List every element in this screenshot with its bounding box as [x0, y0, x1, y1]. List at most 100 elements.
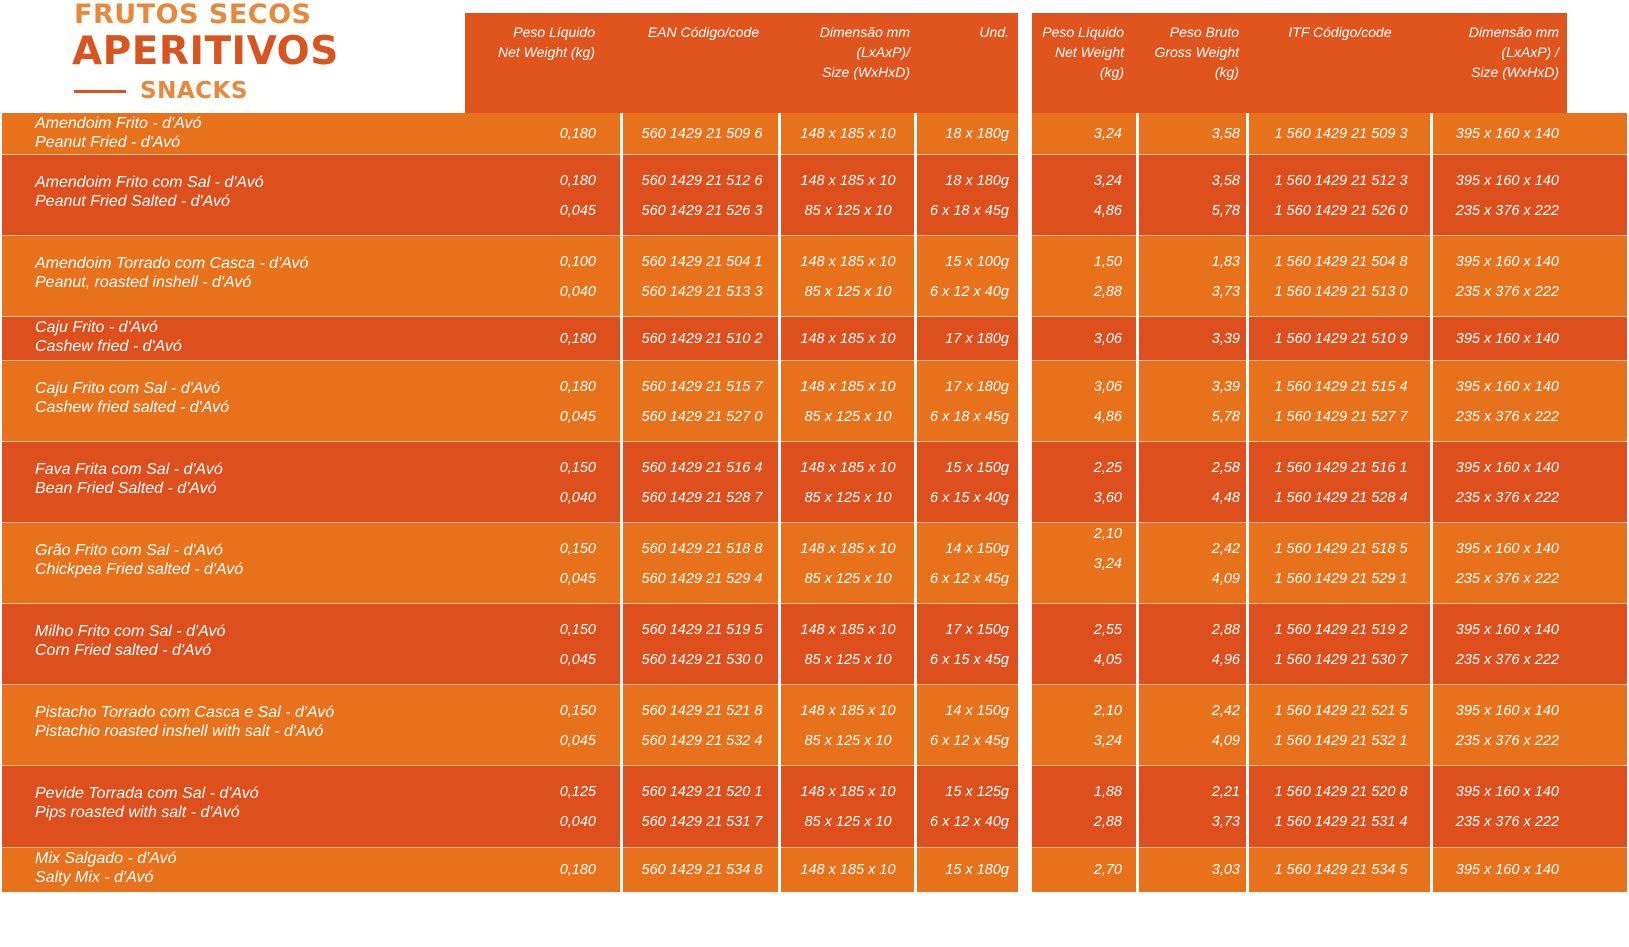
cell-dim: 85 x 125 x 10 — [804, 652, 892, 668]
cell-bdim: 235 x 376 x 222 — [1455, 409, 1559, 425]
product-name-en: Peanut Fried Salted - d'Avó — [35, 193, 230, 210]
cell-bdim: 395 x 160 x 140 — [1455, 862, 1559, 878]
product-name-en: Peanut Fried - d'Avó — [35, 134, 181, 151]
cell-itf: 1 560 1429 21 518 5 — [1274, 541, 1408, 557]
cell-itf: 1 560 1429 21 519 2 — [1274, 622, 1408, 638]
cell-itf: 1 560 1429 21 509 3 — [1274, 126, 1408, 142]
cell-dim: 148 x 185 x 10 — [800, 703, 896, 719]
product-name-en: Cashew fried - d'Avó — [35, 338, 182, 355]
cell-und: 15 x 125g — [945, 784, 1009, 800]
table-row — [2, 236, 1627, 317]
cell-ean: 560 1429 21 515 7 — [641, 379, 763, 395]
cell-itf: 1 560 1429 21 529 1 — [1274, 571, 1408, 587]
column-header-net-weight: Peso Líquido Net Weight (kg) — [498, 24, 595, 60]
cell-itf: 1 560 1429 21 534 5 — [1274, 862, 1408, 878]
cell-dim: 148 x 185 x 10 — [800, 460, 896, 476]
cell-bdim: 235 x 376 x 222 — [1455, 814, 1559, 830]
cell-bnet: 3,24 — [1093, 733, 1122, 749]
product-name-en: Pistachio roasted inshell with salt - d'… — [35, 723, 324, 740]
cell-dim: 148 x 185 x 10 — [800, 862, 896, 878]
product-name-pt: Pistacho Torrado com Casca e Sal - d'Avó — [35, 704, 335, 721]
cell-bnet: 2,70 — [1093, 862, 1122, 878]
cell-und: 6 x 18 x 45g — [930, 203, 1009, 219]
cell-ean: 560 1429 21 520 1 — [641, 784, 763, 800]
column-divider — [1136, 113, 1139, 892]
cell-ean: 560 1429 21 534 8 — [641, 862, 763, 878]
cell-ean: 560 1429 21 512 6 — [641, 173, 763, 189]
cell-bdim: 395 x 160 x 140 — [1455, 173, 1559, 189]
cell-bgross: 4,96 — [1211, 652, 1240, 668]
cell-ean: 560 1429 21 518 8 — [641, 541, 763, 557]
cell-itf: 1 560 1429 21 510 9 — [1274, 331, 1408, 347]
cell-bgross: 5,78 — [1211, 203, 1240, 219]
cell-itf: 1 560 1429 21 504 8 — [1274, 254, 1408, 270]
product-name-pt: Caju Frito - d'Avó — [35, 319, 158, 336]
cell-ean: 560 1429 21 516 4 — [641, 460, 763, 476]
cell-net: 0,045 — [559, 409, 596, 425]
cell-und: 6 x 12 x 40g — [930, 284, 1009, 300]
product-name-pt: Caju Frito com Sal - d'Avó — [35, 380, 221, 397]
cell-itf: 1 560 1429 21 521 5 — [1274, 703, 1408, 719]
product-name-en: Corn Fried salted - d'Avó — [35, 642, 212, 659]
cell-ean: 560 1429 21 504 1 — [641, 254, 763, 270]
product-name-pt: Pevide Torrada com Sal - d'Avó — [35, 785, 259, 802]
cell-itf: 1 560 1429 21 530 7 — [1274, 652, 1408, 668]
cell-bnet: 1,50 — [1093, 254, 1122, 270]
table-row — [2, 113, 1627, 155]
cell-bdim: 395 x 160 x 140 — [1455, 784, 1559, 800]
cell-bdim: 395 x 160 x 140 — [1455, 126, 1559, 142]
cell-bgross: 3,73 — [1211, 284, 1240, 300]
cell-ean: 560 1429 21 532 4 — [641, 733, 763, 749]
product-name-en: Salty Mix - d'Avó — [35, 869, 154, 886]
cell-bgross: 3,39 — [1211, 379, 1240, 395]
cell-itf: 1 560 1429 21 515 4 — [1274, 379, 1408, 395]
cell-dim: 148 x 185 x 10 — [800, 541, 896, 557]
table-row — [2, 604, 1627, 685]
cell-bgross: 5,78 — [1211, 409, 1240, 425]
column-divider — [1246, 113, 1249, 892]
table-row — [2, 442, 1627, 523]
cell-dim: 148 x 185 x 10 — [800, 173, 896, 189]
cell-itf: 1 560 1429 21 527 7 — [1274, 409, 1408, 425]
table-row — [2, 685, 1627, 766]
cell-bgross: 3,73 — [1211, 814, 1240, 830]
cell-bdim: 235 x 376 x 222 — [1455, 284, 1559, 300]
cell-bgross: 2,42 — [1211, 703, 1240, 719]
product-name-pt: Grão Frito com Sal - d'Avó — [35, 542, 223, 559]
column-header-box-dimension: Dimensão mm (LxAxP) / Size (WxHxD) — [1468, 24, 1559, 80]
product-name-en: Chickpea Fried salted - d'Avó — [35, 561, 244, 578]
cell-net: 0,045 — [559, 733, 596, 749]
cell-und: 6 x 12 x 45g — [930, 733, 1009, 749]
cell-bgross: 2,21 — [1211, 784, 1240, 800]
table-row — [2, 848, 1627, 892]
cell-net: 0,100 — [559, 254, 596, 270]
cell-bnet: 2,88 — [1093, 814, 1122, 830]
cell-dim: 148 x 185 x 10 — [800, 331, 896, 347]
cell-bnet: 3,24 — [1093, 556, 1122, 572]
cell-bdim: 395 x 160 x 140 — [1455, 331, 1559, 347]
cell-und: 6 x 15 x 40g — [930, 490, 1009, 506]
table-row — [2, 766, 1627, 848]
table-header-box — [1032, 13, 1567, 113]
table-row — [2, 361, 1627, 442]
cell-ean: 560 1429 21 530 0 — [641, 652, 763, 668]
column-header-box-gross-weight: Peso Bruto Gross Weight (kg) — [1154, 24, 1239, 80]
cell-dim: 148 x 185 x 10 — [800, 126, 896, 142]
cell-bnet: 3,60 — [1093, 490, 1122, 506]
cell-dim: 148 x 185 x 10 — [800, 254, 896, 270]
cell-net: 0,180 — [559, 331, 596, 347]
cell-bnet: 2,88 — [1093, 284, 1122, 300]
cell-itf: 1 560 1429 21 520 8 — [1274, 784, 1408, 800]
product-name-pt: Milho Frito com Sal - d'Avó — [35, 623, 226, 640]
cell-net: 0,045 — [559, 571, 596, 587]
cell-bgross: 3,03 — [1211, 862, 1240, 878]
cell-bdim: 395 x 160 x 140 — [1455, 460, 1559, 476]
cell-ean: 560 1429 21 521 8 — [641, 703, 763, 719]
cell-bdim: 235 x 376 x 222 — [1455, 571, 1559, 587]
cell-net: 0,045 — [559, 652, 596, 668]
cell-dim: 148 x 185 x 10 — [800, 622, 896, 638]
brand-title-aperitivos: APERITIVOS — [72, 29, 339, 74]
cell-bnet: 4,86 — [1093, 409, 1122, 425]
product-name-en: Cashew fried salted - d'Avó — [35, 399, 229, 416]
cell-und: 15 x 180g — [945, 862, 1009, 878]
